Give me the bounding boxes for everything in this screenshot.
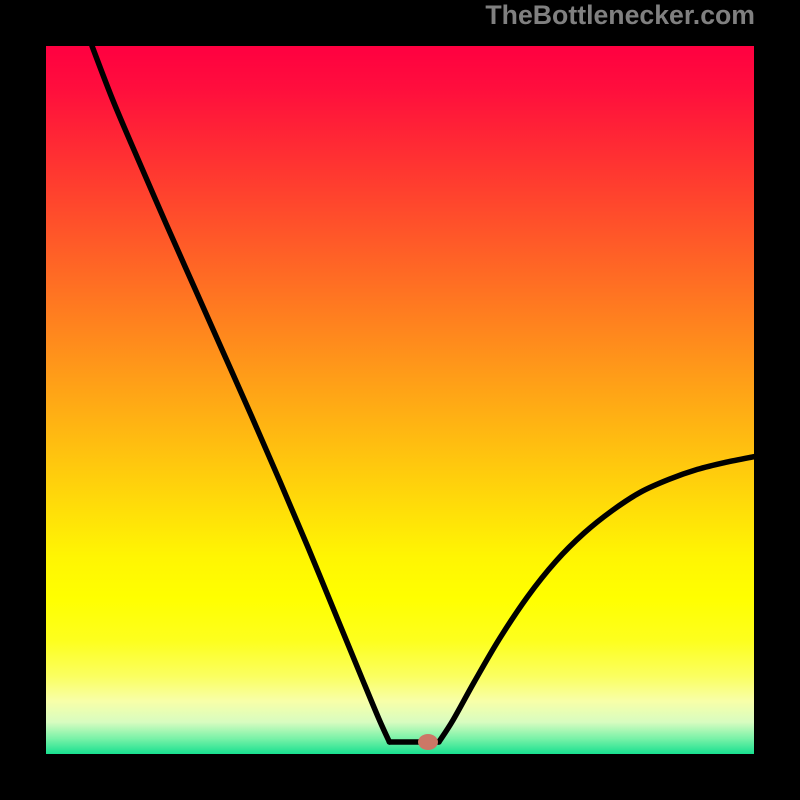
bottleneck-curve — [46, 46, 754, 754]
watermark-label: TheBottlenecker.com — [485, 0, 755, 31]
plot-area — [46, 46, 754, 754]
